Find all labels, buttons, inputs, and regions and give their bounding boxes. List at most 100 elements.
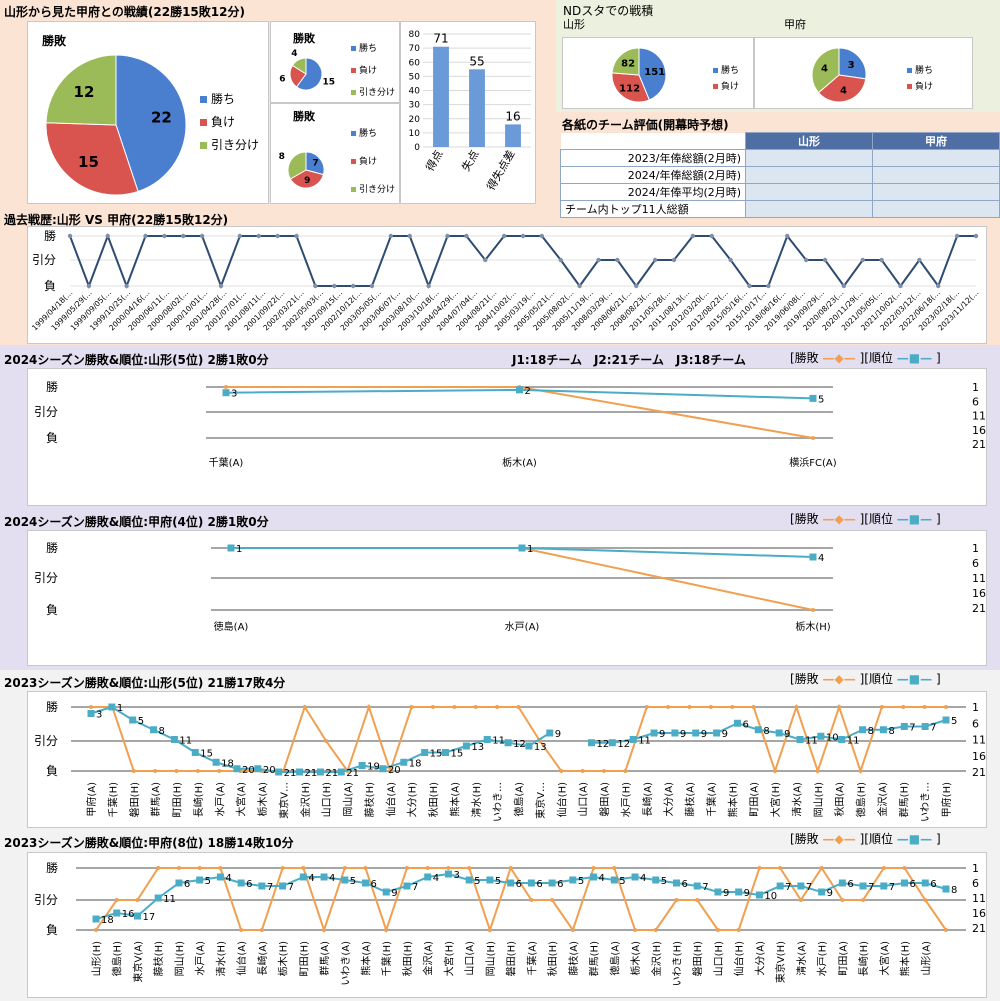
- history-point: [785, 233, 790, 239]
- opponent-label: 藤枝(H): [363, 782, 376, 817]
- rank-point: [150, 726, 158, 734]
- rank-point: [525, 742, 533, 750]
- rank-value-label: 5: [578, 876, 584, 887]
- rank-point: [809, 553, 817, 561]
- rank-point: [838, 736, 846, 743]
- rank-value-label: 9: [680, 729, 686, 740]
- s24y-note: J1:18チーム J2:21チーム J3:18チーム: [512, 353, 746, 367]
- result-point: [840, 898, 845, 902]
- rank-point: [733, 719, 741, 727]
- y-axis-label: 勝: [46, 379, 58, 394]
- rank-value-label: 19: [367, 762, 380, 773]
- rank-point: [650, 729, 658, 737]
- history-point: [577, 283, 582, 289]
- result-point: [902, 866, 907, 870]
- bar-value-label: 71: [433, 32, 448, 46]
- rank-tick-label: 11: [972, 410, 986, 423]
- main-pie-chart: 22 15 12: [45, 54, 187, 196]
- rank-value-label: 18: [409, 758, 422, 769]
- draw-value-label: 82: [621, 59, 635, 70]
- history-point: [369, 283, 375, 289]
- rank-value-label: 6: [930, 879, 936, 890]
- rank-point: [693, 882, 701, 890]
- rank-point: [486, 876, 494, 884]
- rank-point: [587, 739, 595, 747]
- history-point: [143, 233, 148, 239]
- rank-point: [754, 726, 762, 734]
- rank-value-label: 4: [329, 873, 335, 884]
- rank-point: [254, 765, 262, 773]
- rank-tick-label: 6: [972, 395, 979, 408]
- rank-value-label: 4: [433, 873, 439, 884]
- rank-value-label: 11: [163, 894, 176, 905]
- rank-value-label: 5: [138, 716, 144, 727]
- s23y-panel: 勝引分負 1 6 11 16 21 3 1 5 8 11 15 18 20 20 21 21 21 21 19 20 18…: [27, 691, 987, 828]
- result-point: [730, 705, 735, 709]
- rank-value-label: 21: [284, 768, 297, 779]
- win-value-label: 7: [312, 159, 318, 169]
- opponent-label: 磐田(A): [598, 782, 611, 817]
- rank-point: [590, 873, 598, 881]
- result-point: [550, 898, 555, 902]
- rank-point: [191, 749, 199, 756]
- rank-point: [516, 386, 523, 394]
- history-point: [709, 233, 714, 239]
- result-point: [861, 898, 866, 902]
- rank-tick-label: 21: [972, 922, 986, 935]
- rank-point: [859, 882, 867, 890]
- draw-value-label: 12: [74, 83, 95, 101]
- rank-value-label: 1: [236, 544, 242, 555]
- opponent-label: 徳島(H): [111, 941, 124, 976]
- opponent-label: 群馬(A): [149, 782, 162, 817]
- result-point: [508, 866, 513, 870]
- opponent-label: 栃木(A): [256, 782, 269, 817]
- nd-title: NDスタでの戦積: [563, 4, 654, 18]
- result-point: [239, 928, 244, 932]
- result-point: [644, 705, 649, 709]
- rank-value-label: 21: [346, 768, 359, 779]
- win-slice: [838, 47, 867, 80]
- result-point: [446, 866, 451, 870]
- loss-value-label: 6: [279, 74, 285, 84]
- rank-value-label: 6: [246, 879, 252, 890]
- s23y-title: 2023シーズン勝敗&順位:山形(5位) 21勝17敗4分: [4, 676, 286, 690]
- rank-value-label: 5: [495, 876, 501, 887]
- rank-value-label: 7: [702, 882, 708, 893]
- history-point: [860, 257, 865, 263]
- opponent-label: 熊本(A): [448, 782, 461, 817]
- rank-value-label: 12: [513, 739, 526, 750]
- rank-value-label: 9: [555, 729, 561, 740]
- rank-value-label: 18: [101, 915, 114, 926]
- history-point: [199, 233, 205, 239]
- opponent-label: 清水(H): [470, 782, 483, 817]
- y-axis-label: 負: [44, 279, 56, 293]
- rank-point: [442, 749, 450, 756]
- s23y-legend: [勝敗 —◆— ][順位 —■— ]: [790, 672, 941, 686]
- y-axis-label: 引分: [34, 893, 58, 907]
- rank-value-label: 15: [430, 749, 443, 760]
- legend-loss: 負け: [211, 115, 236, 129]
- result-point: [388, 769, 393, 773]
- opponent-label: 栃木(A): [629, 941, 642, 976]
- rank-value-label: 7: [288, 882, 294, 893]
- opponent-label: 山口(A): [578, 782, 590, 817]
- result-point: [131, 769, 136, 773]
- opponent-label: 東京V…: [534, 782, 547, 819]
- rank-tick-label: 6: [972, 877, 979, 890]
- result-point: [322, 928, 327, 932]
- rank-value-label: 10: [826, 732, 839, 743]
- result-point: [570, 928, 575, 932]
- result-point: [473, 705, 478, 709]
- result-point: [923, 898, 928, 902]
- opponent-label: 群馬(H): [588, 941, 601, 976]
- history-point: [105, 233, 110, 239]
- y-axis-label: 負: [46, 764, 58, 778]
- history-point: [652, 257, 658, 263]
- rank-value-label: 7: [806, 882, 812, 893]
- rank-tick-label: 21: [972, 602, 986, 615]
- result-point: [837, 705, 842, 709]
- history-point: [803, 257, 809, 263]
- history-point: [445, 233, 450, 239]
